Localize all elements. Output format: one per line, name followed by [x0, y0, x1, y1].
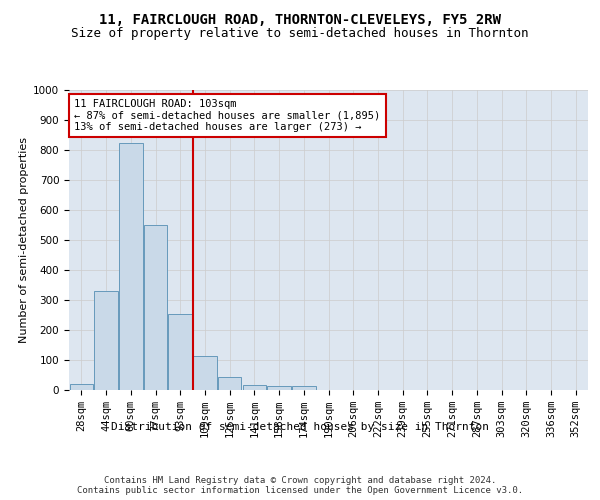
Bar	[70, 384, 93, 390]
Bar	[169, 314, 192, 390]
Bar	[94, 291, 118, 390]
Bar	[292, 386, 316, 390]
Bar	[218, 378, 241, 390]
Text: 11, FAIRCLOUGH ROAD, THORNTON-CLEVELEYS, FY5 2RW: 11, FAIRCLOUGH ROAD, THORNTON-CLEVELEYS,…	[99, 12, 501, 26]
Bar	[193, 356, 217, 390]
Y-axis label: Number of semi-detached properties: Number of semi-detached properties	[19, 137, 29, 343]
Bar	[268, 386, 291, 390]
Text: 11 FAIRCLOUGH ROAD: 103sqm
← 87% of semi-detached houses are smaller (1,895)
13%: 11 FAIRCLOUGH ROAD: 103sqm ← 87% of semi…	[74, 99, 380, 132]
Text: Distribution of semi-detached houses by size in Thornton: Distribution of semi-detached houses by …	[111, 422, 489, 432]
Bar	[144, 225, 167, 390]
Bar	[242, 384, 266, 390]
Bar	[119, 142, 143, 390]
Text: Contains HM Land Registry data © Crown copyright and database right 2024.
Contai: Contains HM Land Registry data © Crown c…	[77, 476, 523, 495]
Text: Size of property relative to semi-detached houses in Thornton: Size of property relative to semi-detach…	[71, 28, 529, 40]
